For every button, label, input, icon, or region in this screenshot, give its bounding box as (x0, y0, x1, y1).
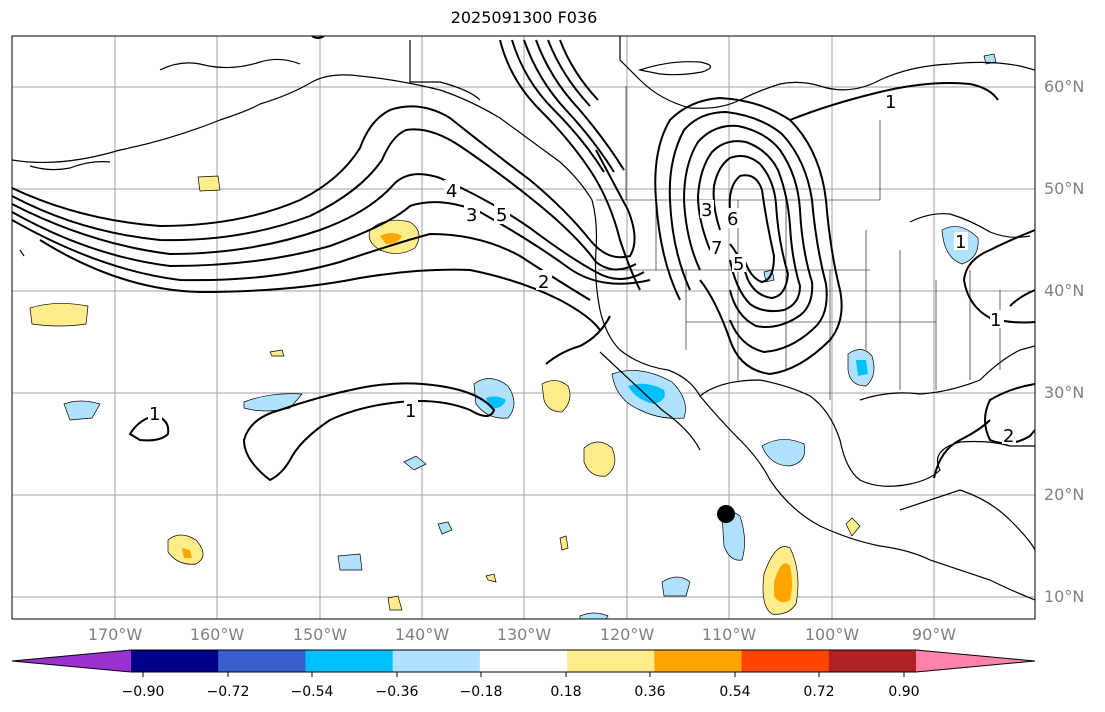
negative-patch (243, 393, 303, 412)
negative-patch (628, 383, 665, 404)
colorbar-tick-label: −0.72 (206, 684, 250, 700)
positive-patch (197, 175, 221, 192)
colorbar-bin (131, 650, 219, 672)
contour-label: 3 (701, 200, 712, 221)
lat-label: 50°N (1044, 179, 1085, 198)
colorbar-tick-label: −0.90 (121, 684, 165, 700)
colorbar (11, 649, 1036, 673)
positive-patch (583, 441, 616, 477)
contour-label: 2 (538, 272, 549, 293)
lon-label: 100°W (804, 625, 860, 644)
lon-label: 140°W (394, 625, 450, 644)
contour-label: 4 (446, 181, 457, 202)
lon-label: 120°W (599, 625, 655, 644)
contour-label: 5 (733, 254, 744, 275)
positive-patch (269, 349, 285, 357)
colorbar-tick-label: −0.54 (290, 684, 334, 700)
negative-patch (983, 53, 997, 65)
colorbar-bin (218, 650, 306, 672)
lon-label: 150°W (292, 625, 348, 644)
state-borders (596, 86, 1001, 400)
colorbar-bin (828, 650, 917, 672)
colorbar-tick-label: −0.18 (459, 684, 503, 700)
lon-label: 160°W (189, 625, 245, 644)
negative-patch (856, 360, 868, 376)
positive-patch (182, 548, 192, 558)
contour-labels: 1 1 1 1 2 2 3 3 4 5 5 6 7 1 (148, 92, 1016, 447)
negative-patch (403, 455, 427, 471)
colorbar-ticks (142, 672, 905, 677)
positive-patch (845, 517, 861, 537)
colorbar-tick-label: 0.36 (634, 684, 666, 700)
lat-label: 40°N (1044, 281, 1085, 300)
contour-label: 6 (727, 209, 738, 230)
positive-patch (559, 535, 569, 551)
lon-label: 90°W (911, 625, 957, 644)
negative-patch (661, 576, 691, 597)
colorbar-tick-label: −0.36 (375, 684, 419, 700)
positive-patch (387, 595, 403, 611)
colorbar-bin (741, 650, 830, 672)
contour-label: 1 (955, 232, 966, 253)
lat-label: 30°N (1044, 383, 1085, 402)
colorbar-bin (654, 650, 743, 672)
contour-label: 1 (405, 401, 416, 422)
positive-patch (541, 380, 571, 413)
contour-label: 7 (711, 238, 722, 259)
contour-label: 1 (990, 310, 1001, 331)
map-frame (11, 35, 1036, 620)
negative-patch (579, 612, 609, 619)
colorbar-tick-label: 0.90 (888, 684, 920, 700)
lon-label: 170°W (87, 625, 143, 644)
colorbar-bin (567, 650, 655, 672)
colorbar-extend-min (12, 650, 131, 672)
lat-label: 20°N (1044, 485, 1085, 504)
lon-label: 130°W (496, 625, 552, 644)
positive-patch (29, 303, 89, 327)
colorbar-tick-label: 0.54 (719, 684, 751, 700)
map-title: 2025091300 F036 (450, 8, 598, 27)
positive-patch (485, 573, 497, 583)
colorbar-bin (392, 650, 481, 672)
negative-patch (337, 553, 363, 571)
colorbar-extend-max (916, 650, 1035, 672)
negative-patch (761, 439, 806, 467)
positive-patch (380, 233, 402, 244)
contour-label: 3 (466, 205, 477, 226)
shading-patches (29, 53, 997, 619)
graticule (12, 36, 1035, 619)
contour-lines (12, 36, 1035, 482)
contour-label: 2 (1003, 426, 1014, 447)
colorbar-outline (11, 649, 1036, 673)
colorbar-tick-label: 0.18 (550, 684, 582, 700)
lat-label: 10°N (1044, 587, 1085, 606)
positive-patch (774, 563, 792, 603)
storm-center-dot (717, 505, 735, 523)
contour-label: 5 (496, 205, 507, 226)
colorbar-bin (479, 650, 568, 672)
lon-label: 110°W (701, 625, 757, 644)
negative-patch (63, 400, 101, 421)
colorbar-bin (305, 650, 394, 672)
lat-label: 60°N (1044, 77, 1085, 96)
colorbar-tick-label: 0.72 (803, 684, 835, 700)
contour-label: 1 (149, 404, 160, 425)
contour-label: 1 (885, 92, 896, 113)
coastlines (12, 36, 1035, 601)
negative-patch (437, 521, 453, 535)
